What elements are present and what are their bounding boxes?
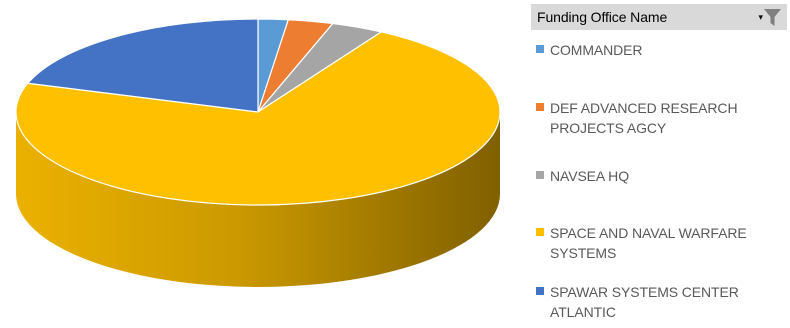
legend-item-darpa[interactable]: DEF ADVANCED RESEARCH PROJECTS AGCY (531, 98, 787, 138)
filter-control[interactable]: ▾ (758, 8, 781, 26)
pie-slice[interactable] (27, 18, 259, 113)
legend-swatch (536, 171, 544, 179)
legend-item-label: COMMANDER (550, 42, 643, 58)
legend-swatch (536, 228, 544, 236)
legend-swatch (536, 103, 544, 111)
legend-item-commander[interactable]: COMMANDER (531, 40, 787, 60)
pie-chart (15, 18, 501, 287)
legend-title: Funding Office Name (537, 9, 668, 25)
legend-swatch (536, 45, 544, 53)
pie-chart-svg (15, 18, 501, 287)
legend-item-navsea-hq[interactable]: NAVSEA HQ (531, 166, 787, 186)
dropdown-arrow-icon: ▾ (758, 11, 763, 22)
legend-item-label: DEF ADVANCED RESEARCH PROJECTS AGCY (550, 100, 738, 136)
legend-item-label: SPACE AND NAVAL WARFARE SYSTEMS (550, 225, 747, 261)
legend-item-space-naval-warfare[interactable]: SPACE AND NAVAL WARFARE SYSTEMS (531, 223, 787, 263)
funnel-filter-icon (764, 8, 781, 26)
legend-item-label: NAVSEA HQ (550, 168, 629, 184)
legend-item-label: SPAWAR SYSTEMS CENTER ATLANTIC (550, 284, 739, 320)
pie-slice[interactable] (15, 31, 501, 206)
pie-slice-side (16, 112, 500, 287)
legend-item-spawar-atlantic[interactable]: SPAWAR SYSTEMS CENTER ATLANTIC (531, 282, 787, 322)
legend-swatch (536, 287, 544, 295)
legend: Funding Office Name ▾ COMMANDER DEF ADVA… (531, 4, 787, 320)
legend-field-button[interactable]: Funding Office Name ▾ (531, 4, 787, 30)
